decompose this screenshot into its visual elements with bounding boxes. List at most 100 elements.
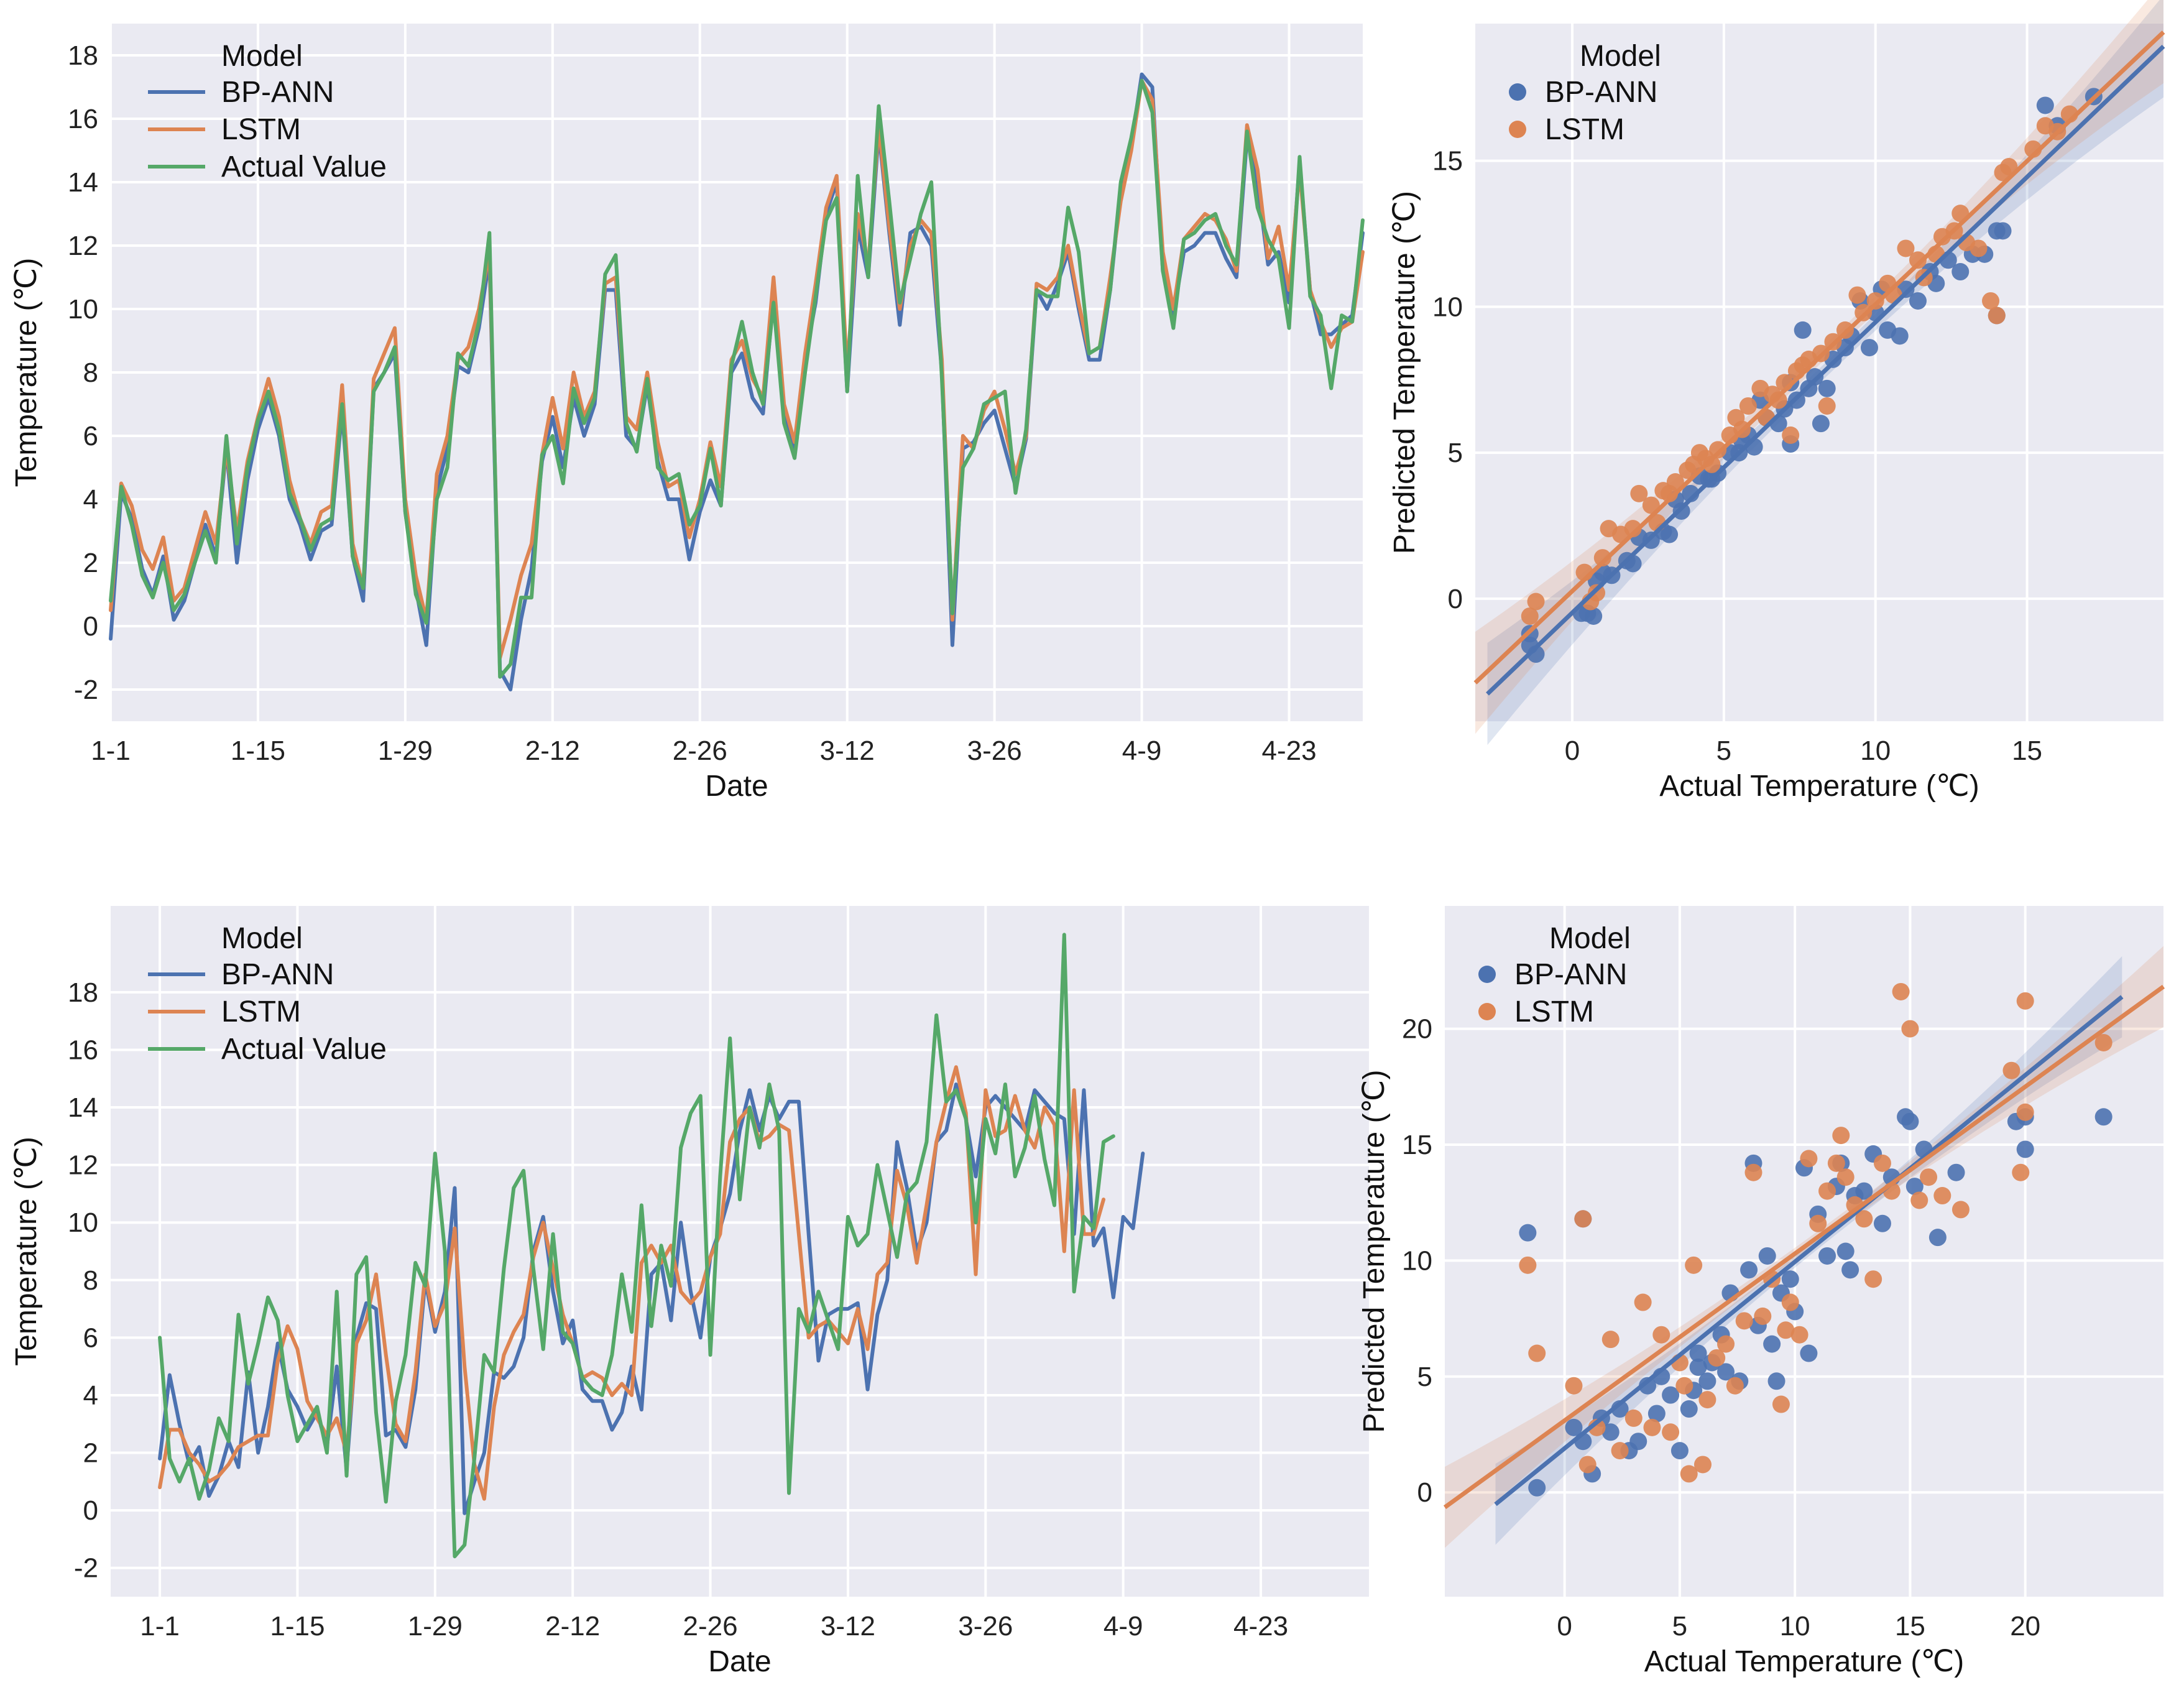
scatter-point xyxy=(1818,1182,1836,1200)
scatter-point xyxy=(1629,1433,1647,1451)
scatter-point xyxy=(1767,1372,1785,1390)
scatter-point xyxy=(1800,1344,1818,1362)
legend-item: Actual Value xyxy=(221,150,387,183)
legend-item: BP-ANN xyxy=(1514,958,1627,991)
scatter-point xyxy=(1698,1391,1716,1409)
x-tick-label: 1-29 xyxy=(378,736,433,766)
scatter-point xyxy=(1593,549,1611,567)
scatter-point xyxy=(1630,484,1648,502)
y-tick-label: 16 xyxy=(68,104,98,134)
x-tick-label: 0 xyxy=(1565,736,1580,766)
scatter-point xyxy=(1855,1182,1873,1200)
series-line-actual-value xyxy=(109,78,1365,679)
scatter-point xyxy=(1527,593,1545,611)
scatter-point xyxy=(1901,1112,1919,1130)
scatter-point xyxy=(2016,992,2034,1010)
scatter-point xyxy=(1848,286,1866,304)
scatter-point xyxy=(1652,1326,1670,1344)
scatter-point xyxy=(1951,263,1970,281)
regression-line-bp-ann xyxy=(1486,44,2165,696)
x-tick-label: 1-1 xyxy=(91,736,131,766)
y-tick-label: -2 xyxy=(74,1553,98,1584)
legend-swatch xyxy=(1478,966,1496,983)
scatter-point xyxy=(1703,455,1721,473)
scatter-point xyxy=(1680,1400,1698,1418)
y-tick-label: 2 xyxy=(83,548,98,578)
scatter-point xyxy=(1680,1465,1698,1483)
scatter-point xyxy=(1519,1224,1537,1242)
legend-item: BP-ANN xyxy=(221,76,334,109)
scatter-bottom-chart: 0 5 10 15 20 0 5 10 15 20 Actual Temperature (℃) Pr… xyxy=(1358,906,2165,1678)
scatter-point xyxy=(1836,1168,1855,1186)
y-tick-label: 20 xyxy=(1402,1014,1432,1045)
scatter-point xyxy=(1601,1331,1620,1349)
y-tick-label: 5 xyxy=(1448,438,1463,468)
y-tick-label: -2 xyxy=(74,675,98,705)
scatter-point xyxy=(1528,1344,1546,1362)
x-tick-label: 5 xyxy=(1716,736,1731,766)
scatter-point xyxy=(1905,1178,1924,1196)
scatter-point xyxy=(1781,1293,1799,1311)
legend-swatch xyxy=(1478,1003,1496,1020)
regression-line-lstm xyxy=(1473,30,2165,685)
scatter-point xyxy=(1806,368,1824,386)
scatter-point xyxy=(1624,1409,1643,1427)
scatter-point xyxy=(1689,1344,1707,1362)
x-tick-label: 4-23 xyxy=(1261,736,1316,766)
y-tick-label: 10 xyxy=(68,294,98,325)
scatter-point xyxy=(2002,1061,2020,1079)
scatter-point xyxy=(1947,1163,1965,1181)
scatter-point xyxy=(1661,525,1679,543)
x-tick-label: 3-12 xyxy=(821,1611,875,1641)
scatter-point xyxy=(1790,1326,1808,1344)
gridlines xyxy=(1445,906,2163,1597)
x-tick-label: 1-15 xyxy=(270,1611,325,1641)
line-bottom-chart: 1-1 1-15 1-29 2-12 2-26 3-12 3-26 4-9 4-23 -2 0 2 4 6… xyxy=(10,906,1369,1678)
scatter-point xyxy=(1909,292,1927,310)
x-tick-label: 4-23 xyxy=(1233,1611,1288,1641)
x-axis-label: Date xyxy=(705,770,768,803)
scatter-point xyxy=(1519,1256,1537,1274)
scatter-point xyxy=(1841,1261,1859,1279)
scatter-point xyxy=(1782,426,1800,444)
legend-item: Actual Value xyxy=(221,1033,387,1066)
scatter-point xyxy=(1675,1377,1693,1395)
gridlines xyxy=(111,906,1369,1597)
scatter-point xyxy=(1662,1423,1680,1441)
scatter-point xyxy=(2012,1163,2030,1181)
scatter-point xyxy=(1689,1358,1707,1376)
scatter-point xyxy=(1717,1335,1735,1353)
x-tick-label: 3-12 xyxy=(820,736,875,766)
line-top-chart: 1-1 1-15 1-29 2-12 2-26 3-12 3-26 4-9 4-23 -2 0 2 4 6… xyxy=(10,24,1365,803)
scatter-point xyxy=(1574,1210,1592,1228)
scatter-point xyxy=(1818,379,1836,397)
scatter-point xyxy=(1521,607,1539,625)
confidence-band-lstm xyxy=(1475,0,2163,734)
scatter-point xyxy=(1758,1247,1776,1265)
scatter-point xyxy=(1781,1270,1799,1288)
y-tick-label: 6 xyxy=(83,421,98,451)
scatter-point xyxy=(1800,1150,1818,1168)
y-tick-label: 10 xyxy=(1402,1245,1432,1276)
scatter-point xyxy=(1809,1214,1827,1232)
series-lstm xyxy=(1519,982,2113,1483)
scatter-point xyxy=(1639,1377,1657,1395)
x-tick-label: 1-29 xyxy=(408,1611,463,1641)
y-tick-label: 0 xyxy=(83,1495,98,1526)
scatter-point xyxy=(1864,1270,1882,1288)
scatter-point xyxy=(1827,1154,1845,1172)
scatter-point xyxy=(1866,292,1884,310)
scatter-point xyxy=(1794,321,1812,339)
scatter-point xyxy=(1698,1372,1716,1390)
scatter-point xyxy=(2036,96,2054,114)
scatter-point xyxy=(1739,397,1757,415)
y-tick-label: 10 xyxy=(68,1207,98,1238)
y-tick-label: 10 xyxy=(1432,292,1463,322)
gridlines xyxy=(1475,24,2163,721)
scatter-point xyxy=(1763,1335,1781,1353)
scatter-point xyxy=(1933,1187,1951,1205)
x-tick-label: 10 xyxy=(1780,1611,1810,1641)
regression-line-bp-ann xyxy=(1494,995,2124,1507)
scatter-point xyxy=(1565,1377,1583,1395)
